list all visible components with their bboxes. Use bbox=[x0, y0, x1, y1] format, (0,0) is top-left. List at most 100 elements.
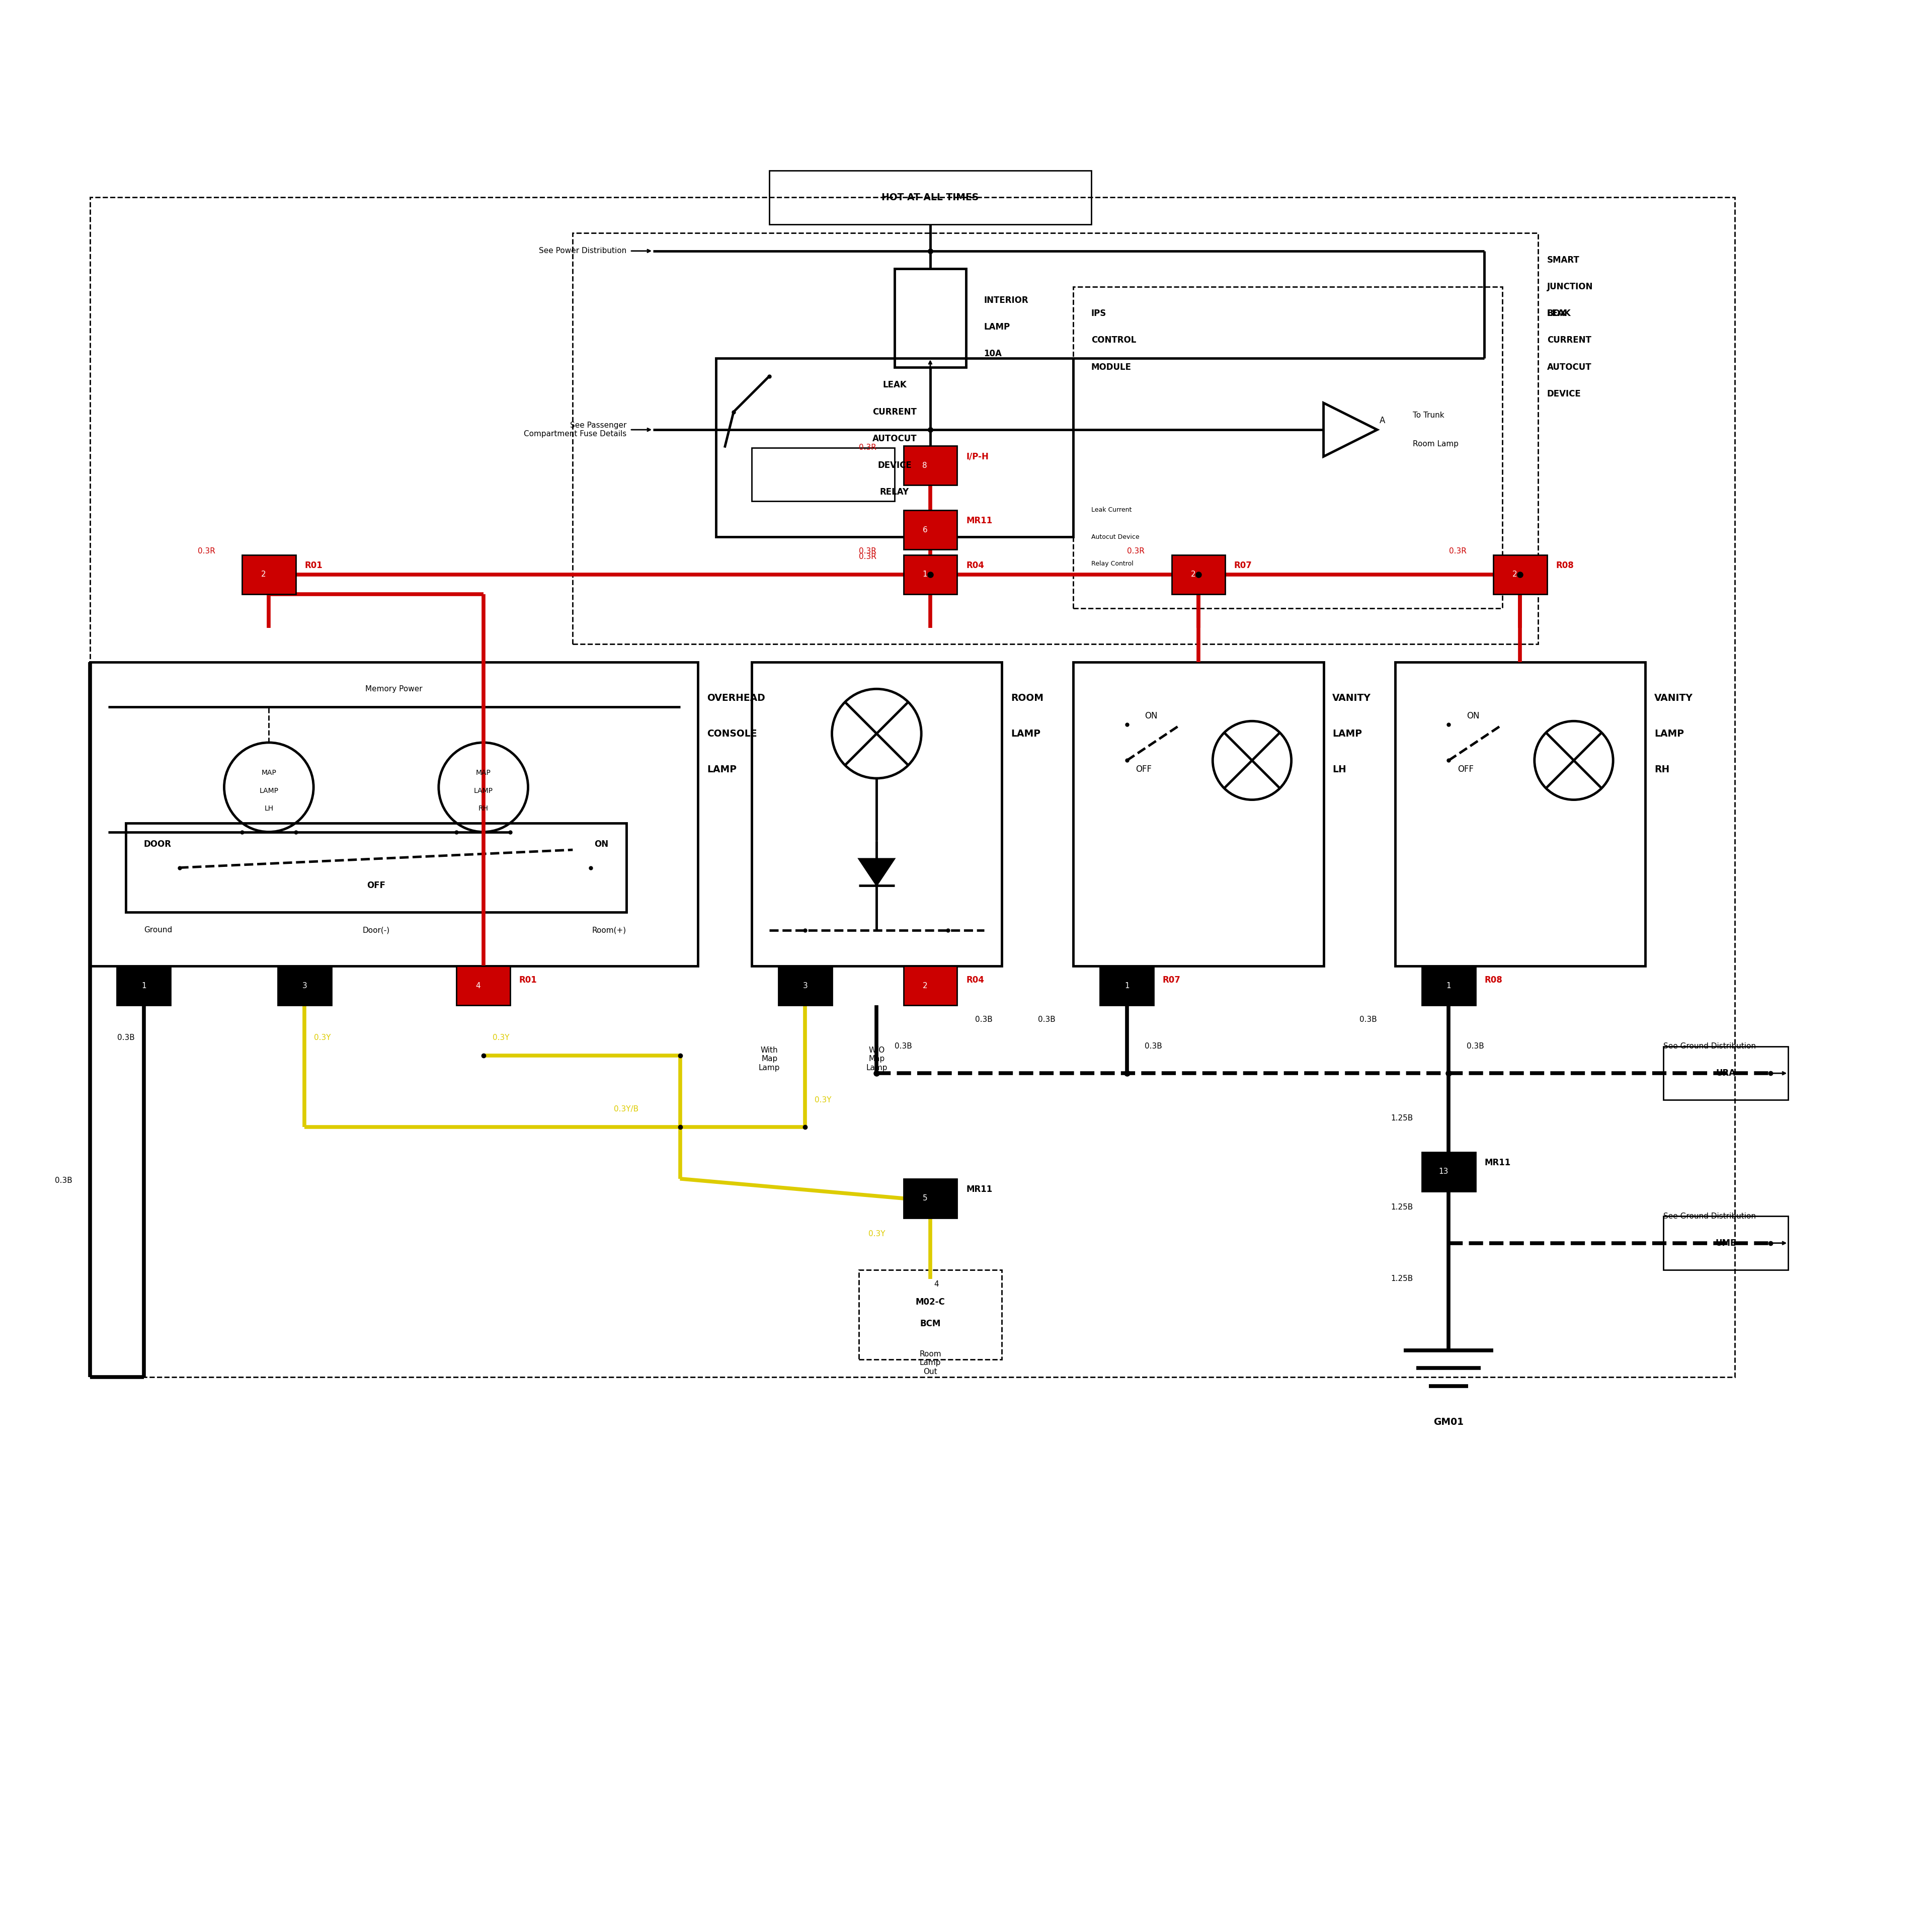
Text: Room
Lamp
Out: Room Lamp Out bbox=[920, 1350, 941, 1376]
Text: 0.3Y: 0.3Y bbox=[867, 1231, 885, 1238]
Bar bbox=[1663, 1217, 1789, 1269]
Text: MR11: MR11 bbox=[1484, 1157, 1511, 1167]
Text: DOOR: DOOR bbox=[143, 840, 172, 848]
Text: 10A: 10A bbox=[983, 350, 1003, 357]
Text: Room(+): Room(+) bbox=[591, 927, 626, 933]
Text: 0.3Y: 0.3Y bbox=[493, 1034, 510, 1041]
Text: 5: 5 bbox=[922, 1194, 927, 1202]
Bar bbox=[1074, 663, 1323, 966]
Text: CURRENT: CURRENT bbox=[1548, 336, 1592, 346]
Text: Leak Current: Leak Current bbox=[1092, 506, 1132, 514]
Text: See Ground Distribution: See Ground Distribution bbox=[1663, 1043, 1756, 1051]
Text: ON: ON bbox=[1146, 711, 1157, 721]
Text: DEVICE: DEVICE bbox=[1548, 390, 1580, 398]
Bar bbox=[118, 966, 170, 1005]
Text: 0.3R: 0.3R bbox=[1126, 547, 1146, 554]
Text: Room Lamp: Room Lamp bbox=[1412, 440, 1459, 448]
Text: MAP: MAP bbox=[261, 769, 276, 777]
Text: VANITY: VANITY bbox=[1333, 694, 1372, 703]
Text: OFF: OFF bbox=[367, 881, 384, 891]
Bar bbox=[1422, 1151, 1476, 1192]
Text: R01: R01 bbox=[520, 976, 537, 985]
Text: IPS: IPS bbox=[1092, 309, 1107, 319]
Text: 0.3Y/B: 0.3Y/B bbox=[614, 1105, 639, 1113]
Text: See Power Distribution: See Power Distribution bbox=[539, 247, 626, 255]
Text: 0.3B: 0.3B bbox=[976, 1016, 993, 1024]
Text: 0.3R: 0.3R bbox=[860, 547, 877, 554]
Text: RH: RH bbox=[479, 806, 489, 811]
Text: LAMP: LAMP bbox=[707, 765, 736, 775]
Text: 0.3B: 0.3B bbox=[1360, 1016, 1378, 1024]
Text: CURRENT: CURRENT bbox=[873, 408, 916, 417]
Text: 8: 8 bbox=[922, 462, 927, 469]
Text: LAMP: LAMP bbox=[1333, 728, 1362, 738]
Text: 0.3B: 0.3B bbox=[54, 1177, 71, 1184]
Text: LAMP: LAMP bbox=[473, 788, 493, 794]
Bar bbox=[278, 966, 332, 1005]
Bar bbox=[904, 966, 956, 1005]
Text: Autocut Device: Autocut Device bbox=[1092, 533, 1140, 541]
Text: AUTOCUT: AUTOCUT bbox=[1548, 363, 1592, 371]
Bar bbox=[1663, 1047, 1789, 1099]
Text: W/O
Map
Lamp: W/O Map Lamp bbox=[866, 1047, 887, 1072]
Bar bbox=[242, 554, 296, 595]
Text: MODULE: MODULE bbox=[1092, 363, 1132, 371]
Text: Relay Control: Relay Control bbox=[1092, 560, 1134, 568]
Bar bbox=[858, 1269, 1003, 1360]
Bar bbox=[1099, 966, 1153, 1005]
Text: ON: ON bbox=[1466, 711, 1480, 721]
Text: 1.25B: 1.25B bbox=[1391, 1275, 1412, 1283]
Text: 0.3R: 0.3R bbox=[197, 547, 214, 554]
Text: 2: 2 bbox=[1190, 570, 1196, 578]
Text: Ground: Ground bbox=[143, 927, 172, 933]
Text: LH: LH bbox=[265, 806, 274, 811]
Text: OFF: OFF bbox=[1136, 765, 1151, 775]
Bar bbox=[904, 1179, 956, 1217]
Text: 0.3Y: 0.3Y bbox=[815, 1095, 831, 1103]
Text: R04: R04 bbox=[966, 560, 983, 570]
Text: LH: LH bbox=[1333, 765, 1347, 775]
Text: R08: R08 bbox=[1484, 976, 1503, 985]
Text: CONTROL: CONTROL bbox=[1092, 336, 1136, 346]
Text: LEAK: LEAK bbox=[1548, 309, 1571, 319]
Text: VANITY: VANITY bbox=[1654, 694, 1692, 703]
Text: 0.3Y: 0.3Y bbox=[315, 1034, 330, 1041]
Text: A: A bbox=[1379, 415, 1385, 425]
Text: 4: 4 bbox=[475, 981, 481, 989]
Text: See Passenger
Compartment Fuse Details: See Passenger Compartment Fuse Details bbox=[524, 421, 626, 439]
Text: 4: 4 bbox=[933, 1281, 939, 1289]
Text: MR11: MR11 bbox=[966, 1184, 993, 1194]
Text: See Ground Distribution: See Ground Distribution bbox=[1663, 1213, 1756, 1219]
Text: BCM: BCM bbox=[920, 1320, 941, 1327]
Bar bbox=[91, 197, 1735, 1378]
Text: OVERHEAD: OVERHEAD bbox=[707, 694, 765, 703]
Bar bbox=[1493, 554, 1548, 595]
Text: MAP: MAP bbox=[475, 769, 491, 777]
Text: 0.3B: 0.3B bbox=[895, 1043, 912, 1051]
Text: 3: 3 bbox=[301, 981, 307, 989]
Text: 2: 2 bbox=[922, 981, 927, 989]
Text: 1: 1 bbox=[141, 981, 147, 989]
Text: 0.3B: 0.3B bbox=[1466, 1043, 1484, 1051]
Text: LAMP: LAMP bbox=[983, 323, 1010, 332]
Text: CONSOLE: CONSOLE bbox=[707, 728, 757, 738]
Text: AUTOCUT: AUTOCUT bbox=[871, 435, 918, 442]
Text: R08: R08 bbox=[1555, 560, 1575, 570]
Text: LAMP: LAMP bbox=[1654, 728, 1685, 738]
Bar bbox=[91, 663, 697, 966]
Text: GM01: GM01 bbox=[1434, 1416, 1464, 1426]
Text: SMART: SMART bbox=[1548, 255, 1580, 265]
Text: UME: UME bbox=[1716, 1238, 1737, 1248]
Text: INTERIOR: INTERIOR bbox=[983, 296, 1028, 305]
Bar bbox=[895, 269, 966, 367]
Bar bbox=[572, 234, 1538, 643]
Text: 0.3B: 0.3B bbox=[1037, 1016, 1055, 1024]
Bar bbox=[456, 966, 510, 1005]
Bar bbox=[1395, 663, 1646, 966]
Text: With
Map
Lamp: With Map Lamp bbox=[759, 1047, 781, 1072]
Polygon shape bbox=[858, 858, 895, 885]
Bar bbox=[904, 554, 956, 595]
Bar bbox=[769, 170, 1092, 224]
Bar bbox=[1074, 286, 1503, 609]
Text: LAMP: LAMP bbox=[259, 788, 278, 794]
